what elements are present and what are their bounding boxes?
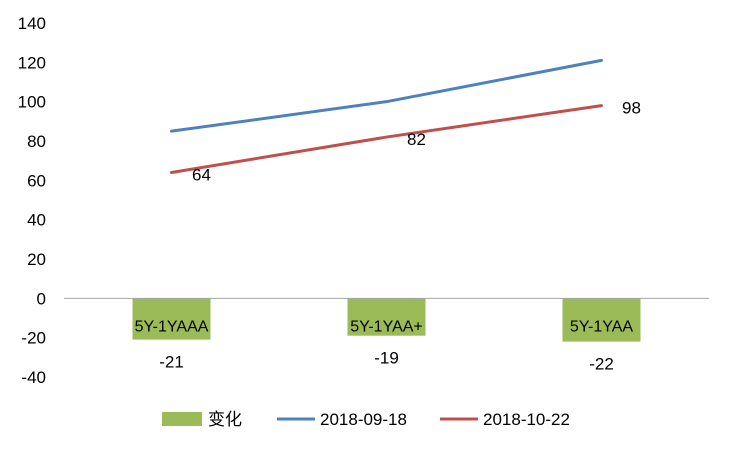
category-label: 5Y-1YAA+: [350, 318, 423, 335]
line-data-label: 64: [192, 165, 211, 184]
bar-data-label: -21: [159, 353, 184, 372]
bar-series: [132, 298, 641, 342]
bar: [132, 298, 211, 340]
line-data-labels: 64 82 98: [192, 99, 641, 185]
category-label: 5Y-1YAA: [570, 318, 633, 335]
y-axis-ticks: 140 120 100 80 60 40 20 0 -20 -40: [18, 14, 46, 387]
category-label: 5Y-1YAAA: [135, 318, 209, 335]
bar-data-labels: -21 -19 -22: [159, 349, 614, 374]
bar-data-label: -19: [374, 349, 399, 368]
line-2018-09-18: [170, 58, 603, 133]
y-tick-label: 140: [18, 14, 46, 33]
y-tick-label: 0: [37, 289, 46, 308]
y-tick-label: 100: [18, 93, 46, 112]
category-labels: 5Y-1YAAA 5Y-1YAA+ 5Y-1YAA: [135, 318, 634, 335]
line-series: [170, 58, 603, 174]
line-data-label: 82: [407, 130, 426, 149]
line-data-label: 98: [622, 99, 641, 118]
y-tick-label: 80: [27, 132, 46, 151]
y-tick-label: 120: [18, 53, 46, 72]
y-tick-label: 40: [27, 211, 46, 230]
y-tick-label: -40: [21, 368, 46, 387]
bar: [347, 298, 426, 336]
legend-label-change: 变化: [208, 410, 242, 429]
legend-swatch-bar: [162, 412, 202, 426]
legend: 变化 2018-09-18 2018-10-22: [162, 410, 570, 429]
bar-data-label: -22: [589, 355, 614, 374]
legend-label-0918: 2018-09-18: [320, 410, 407, 429]
y-tick-label: 20: [27, 250, 46, 269]
bar: [562, 298, 641, 342]
line-2018-10-22: [170, 104, 603, 174]
y-tick-label: -20: [21, 329, 46, 348]
legend-label-1022: 2018-10-22: [483, 410, 570, 429]
y-tick-label: 60: [27, 171, 46, 190]
